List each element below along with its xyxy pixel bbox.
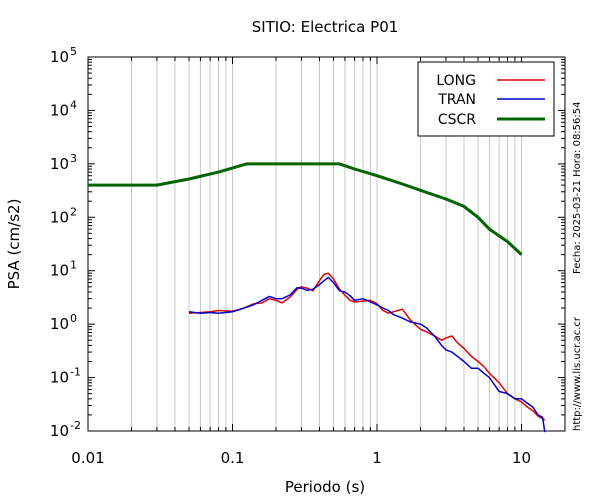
x-tick-labels: 0.01 0.1 1 10 xyxy=(71,449,531,467)
y-tick-label: 10 xyxy=(50,101,69,119)
series-lines xyxy=(88,162,546,433)
x-axis-label: Periodo (s) xyxy=(285,478,365,496)
y-tick-exponent: 4 xyxy=(70,98,77,111)
y-axis-label: PSA (cm/s2) xyxy=(5,199,23,290)
y-tick-exponent: 5 xyxy=(70,45,77,58)
y-tick-exponent: 3 xyxy=(70,152,77,165)
y-tick-exponent: -1 xyxy=(70,366,81,379)
series-line-tran xyxy=(188,276,546,433)
x-tick-label: 0.1 xyxy=(221,449,245,467)
y-tick-label: 10 xyxy=(50,155,69,173)
x-tick-label: 0.01 xyxy=(71,449,104,467)
y-tick-exponent: 0 xyxy=(70,312,77,325)
x-tick-label: 1 xyxy=(372,449,382,467)
y-tick-label: 10 xyxy=(50,315,69,333)
y-tick-exponent: 2 xyxy=(70,205,77,218)
plot-frame xyxy=(87,56,566,432)
series-line-long xyxy=(188,272,546,421)
y-tick-label: 10 xyxy=(50,262,69,280)
timestamp-text: Fecha: 2025-03-21 Hora: 08:56:54 xyxy=(572,102,583,275)
y-tick-label: 10 xyxy=(50,369,69,387)
legend-label-cscr: CSCR xyxy=(438,112,476,128)
source-url-text: http://www.lis.ucr.ac.cr xyxy=(572,316,583,431)
chart-title: SITIO: Electrica P01 xyxy=(252,18,399,36)
series-line-cscr xyxy=(88,162,523,256)
y-tick-label: 10 xyxy=(50,422,69,440)
legend-label-long: LONG xyxy=(436,73,476,89)
axis-ticks xyxy=(88,57,565,432)
y-tick-exponent: -2 xyxy=(70,419,81,432)
legend-label-tran: TRAN xyxy=(437,92,476,108)
legend: LONG TRAN CSCR xyxy=(417,61,555,137)
y-tick-label: 10 xyxy=(50,208,69,226)
y-tick-label: 10 xyxy=(50,48,69,66)
x-tick-label: 10 xyxy=(512,449,531,467)
y-tick-exponent: 1 xyxy=(70,259,77,272)
